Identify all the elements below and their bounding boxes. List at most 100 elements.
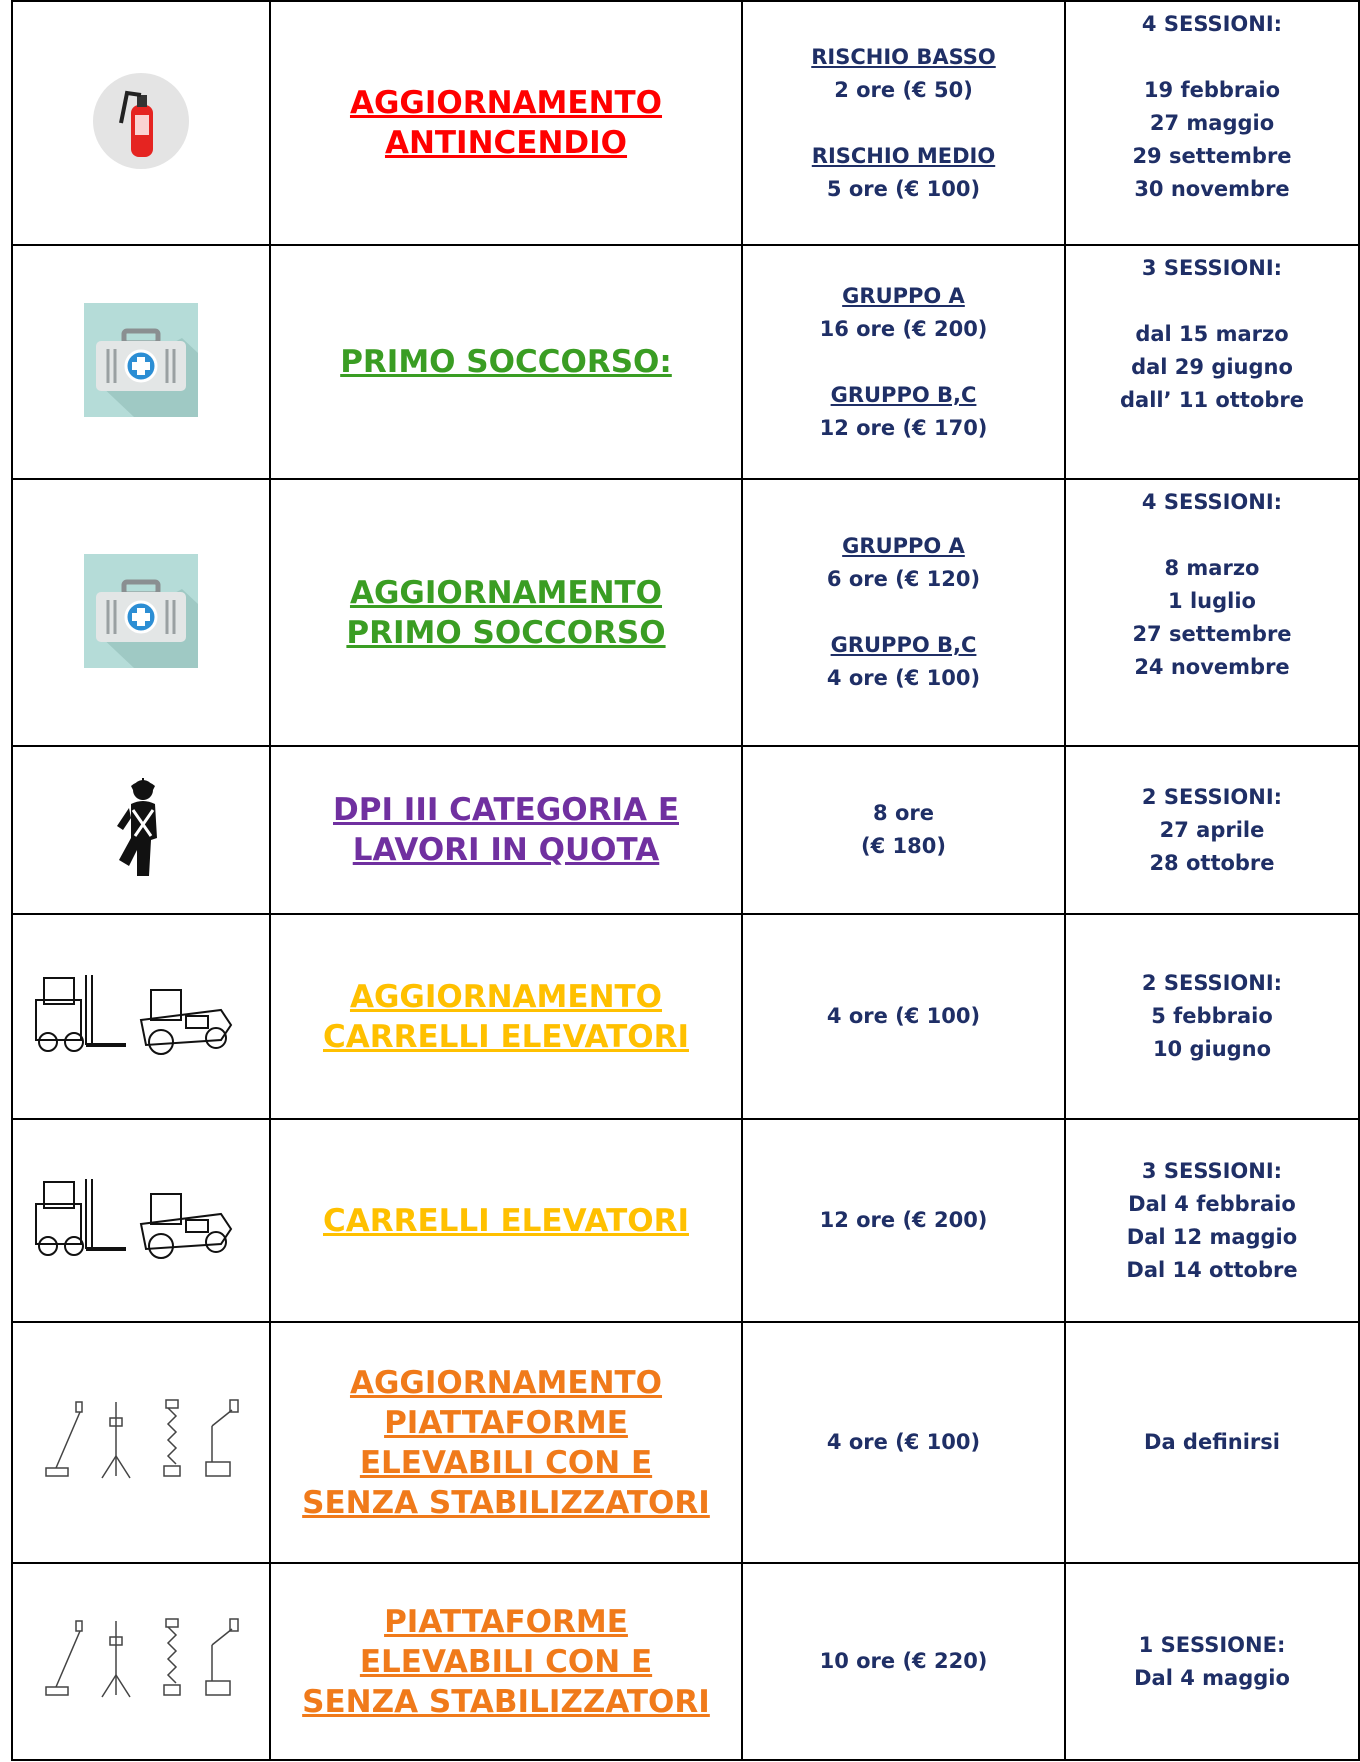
session-date: 27 maggio — [1149, 111, 1275, 135]
session-date: Dal 4 maggio — [1134, 1665, 1290, 1690]
icon-cell — [11, 478, 271, 747]
course-cell: PRIMO SOCCORSO: — [269, 244, 743, 480]
course-cell: AGGIORNAMENTO PRIMO SOCCORSO — [269, 478, 743, 747]
course-title: AGGIORNAMENTO — [349, 978, 663, 1015]
session-heading: Da definirsi — [1144, 1430, 1280, 1454]
session-date: 27 aprile — [1159, 817, 1265, 842]
session-date: 28 ottobre — [1149, 850, 1275, 875]
price-group: RISCHIO MEDIO — [811, 143, 996, 168]
price-detail: 4 ore (€ 100) — [826, 666, 981, 690]
table-row: PIATTAFORME ELEVABILI CON E SENZA STABILIZ… — [11, 1562, 1360, 1761]
price-group: GRUPPO B,C — [830, 382, 977, 407]
price-detail: (€ 180) — [861, 834, 946, 858]
price-detail: 8 ore — [873, 801, 934, 825]
session-date: dal 29 giugno — [1131, 355, 1293, 379]
session-heading: 4 SESSIONI: — [1141, 12, 1283, 36]
course-title: ANTINCENDIO — [384, 125, 628, 161]
price-group: RISCHIO BASSO — [811, 44, 996, 69]
icon-cell — [11, 1321, 271, 1564]
icon-cell — [11, 745, 271, 915]
session-heading: 3 SESSIONI: — [1141, 1158, 1283, 1183]
table-body: AGGIORNAMENTO ANTINCENDIO RISCHIO BASSO 2 o… — [11, 0, 1360, 1761]
session-date: 5 febbraio — [1151, 1004, 1273, 1028]
session-heading: 4 SESSIONI: — [1141, 490, 1283, 514]
price-detail: 6 ore (€ 120) — [826, 567, 981, 591]
course-title: CARRELLI ELEVATORI — [323, 1018, 689, 1055]
session-cell: Da definirsi — [1064, 1321, 1360, 1564]
session-date: 19 febbraio — [1143, 78, 1281, 102]
price-detail: 4 ore (€ 100) — [826, 1430, 981, 1454]
price-detail: 12 ore (€ 200) — [819, 1208, 988, 1232]
price-detail: 4 ore (€ 100) — [826, 1004, 981, 1028]
price-detail: 5 ore (€ 100) — [826, 176, 981, 201]
session-cell: 1 SESSIONE: Dal 4 maggio — [1064, 1562, 1360, 1761]
icon-cell — [11, 1118, 271, 1323]
icon — [35, 1178, 233, 1259]
icon — [117, 778, 157, 876]
course-title: SENZA STABILIZZATORI — [302, 1484, 710, 1521]
session-date: 27 settembre — [1132, 622, 1292, 646]
course-cell: AGGIORNAMENTO CARRELLI ELEVATORI — [269, 913, 743, 1120]
table-row: PRIMO SOCCORSO: GRUPPO A 16 ore (€ 200) GRU… — [11, 244, 1360, 480]
course-title: PIATTAFORME — [384, 1404, 628, 1441]
session-cell: 3 SESSIONI: dal 15 marzo dal 29 giugno dall… — [1064, 244, 1360, 480]
session-date: dal 15 marzo — [1135, 322, 1289, 346]
session-cell: 3 SESSIONI: Dal 4 febbraio Dal 12 maggio Da… — [1064, 1118, 1360, 1323]
icon-cell — [11, 913, 271, 1120]
icon-cell — [11, 244, 271, 480]
course-title: PRIMO SOCCORSO: — [340, 344, 672, 380]
session-heading: 1 SESSIONE: — [1138, 1632, 1286, 1657]
table-row: AGGIORNAMENTO PRIMO SOCCORSO GRUPPO A 6 ore… — [11, 478, 1360, 747]
price-detail: 12 ore (€ 170) — [819, 415, 988, 440]
icon-cell — [11, 1562, 271, 1761]
session-heading: 2 SESSIONI: — [1141, 971, 1283, 995]
course-title: AGGIORNAMENTO — [349, 574, 663, 611]
course-title: CARRELLI ELEVATORI — [323, 1202, 689, 1239]
course-cell: DPI III CATEGORIA E LAVORI IN QUOTA — [269, 745, 743, 915]
price-cell: 10 ore (€ 220) — [741, 1562, 1066, 1761]
session-cell: 2 SESSIONI: 27 aprile 28 ottobre — [1064, 745, 1360, 915]
course-title: ELEVABILI CON E — [359, 1643, 653, 1680]
price-cell: GRUPPO A 6 ore (€ 120) GRUPPO B,C 4 ore (€ … — [741, 478, 1066, 747]
course-cell: CARRELLI ELEVATORI — [269, 1118, 743, 1323]
course-title: ELEVABILI CON E — [359, 1444, 653, 1481]
session-cell: 4 SESSIONI: 19 febbraio 27 maggio 29 settem… — [1064, 0, 1360, 246]
session-date: dall’ 11 ottobre — [1120, 388, 1304, 412]
session-date: Dal 14 ottobre — [1126, 1257, 1298, 1282]
icon-cell — [11, 0, 271, 246]
course-table: AGGIORNAMENTO ANTINCENDIO RISCHIO BASSO 2 o… — [11, 0, 1360, 1761]
price-detail: 10 ore (€ 220) — [819, 1649, 988, 1673]
course-title: LAVORI IN QUOTA — [352, 832, 660, 868]
table-row: AGGIORNAMENTO CARRELLI ELEVATORI 4 ore (€ … — [11, 913, 1360, 1120]
table-row: AGGIORNAMENTO ANTINCENDIO RISCHIO BASSO 2 o… — [11, 0, 1360, 246]
icon — [93, 73, 189, 169]
icon — [45, 1617, 239, 1697]
table-row: CARRELLI ELEVATORI 12 ore (€ 200) 3 SESSIO… — [11, 1118, 1360, 1323]
course-cell: AGGIORNAMENTO ANTINCENDIO — [269, 0, 743, 246]
session-heading: 2 SESSIONI: — [1141, 784, 1283, 809]
icon — [84, 553, 198, 668]
course-title: PRIMO SOCCORSO — [346, 614, 666, 651]
course-title: DPI III CATEGORIA E — [333, 792, 679, 828]
session-cell: 2 SESSIONI: 5 febbraio 10 giugno — [1064, 913, 1360, 1120]
table-row: DPI III CATEGORIA E LAVORI IN QUOTA 8 ore (… — [11, 745, 1360, 915]
course-title: AGGIORNAMENTO — [349, 85, 663, 121]
session-date: 8 marzo — [1164, 556, 1260, 580]
price-cell: 4 ore (€ 100) — [741, 913, 1066, 1120]
icon — [35, 974, 233, 1055]
session-date: 1 luglio — [1168, 589, 1256, 613]
price-group: GRUPPO B,C — [830, 633, 977, 657]
course-title: AGGIORNAMENTO — [349, 1364, 663, 1401]
price-group: GRUPPO A — [842, 534, 965, 558]
price-group: GRUPPO A — [842, 283, 965, 308]
icon — [45, 1398, 239, 1478]
session-date: 29 settembre — [1132, 144, 1292, 168]
session-heading: 3 SESSIONI: — [1141, 256, 1283, 280]
session-cell: 4 SESSIONI: 8 marzo 1 luglio 27 settembre 24… — [1064, 478, 1360, 747]
course-title: PIATTAFORME — [384, 1603, 628, 1640]
session-date: 24 novembre — [1134, 655, 1290, 679]
course-cell: PIATTAFORME ELEVABILI CON E SENZA STABILIZ… — [269, 1562, 743, 1761]
